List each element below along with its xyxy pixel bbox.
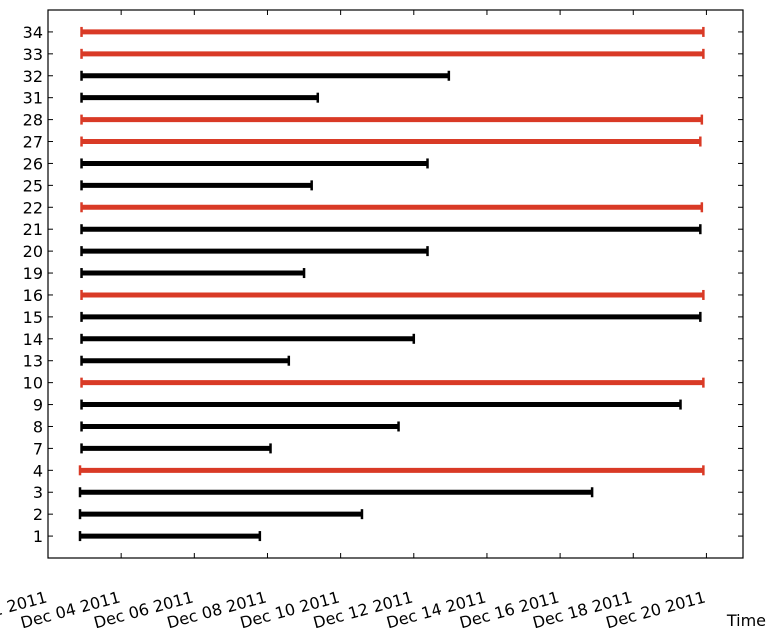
y-tick-label-27: 27 <box>23 133 43 152</box>
y-tick-label-14: 14 <box>23 330 43 349</box>
y-tick-label-10: 10 <box>23 374 43 393</box>
plot-frame <box>47 9 744 559</box>
y-tick-label-2: 2 <box>33 505 43 524</box>
y-tick-label-3: 3 <box>33 483 43 502</box>
y-tick-label-9: 9 <box>33 396 43 415</box>
chart-marks <box>78 26 705 542</box>
y-tick-label-21: 21 <box>23 220 43 239</box>
y-tick-label-31: 31 <box>23 89 43 108</box>
y-tick-label-8: 8 <box>33 417 43 436</box>
x-axis-label: Time <box>726 611 766 628</box>
y-tick-label-4: 4 <box>33 461 43 480</box>
y-tick-label-32: 32 <box>23 67 43 86</box>
y-tick-label-26: 26 <box>23 154 43 173</box>
y-tick-label-33: 33 <box>23 45 43 64</box>
y-tick-label-19: 19 <box>23 264 43 283</box>
y-tick-label-13: 13 <box>23 352 43 371</box>
y-axis-ticks: 1234789101314151619202122252627283132333… <box>23 23 743 546</box>
y-tick-label-20: 20 <box>23 242 43 261</box>
y-tick-label-28: 28 <box>23 111 43 130</box>
y-tick-label-25: 25 <box>23 176 43 195</box>
y-tick-label-1: 1 <box>33 527 43 546</box>
y-tick-label-22: 22 <box>23 198 43 217</box>
y-tick-label-7: 7 <box>33 439 43 458</box>
y-tick-label-34: 34 <box>23 23 43 42</box>
y-tick-label-16: 16 <box>23 286 43 305</box>
y-tick-label-15: 15 <box>23 308 43 327</box>
